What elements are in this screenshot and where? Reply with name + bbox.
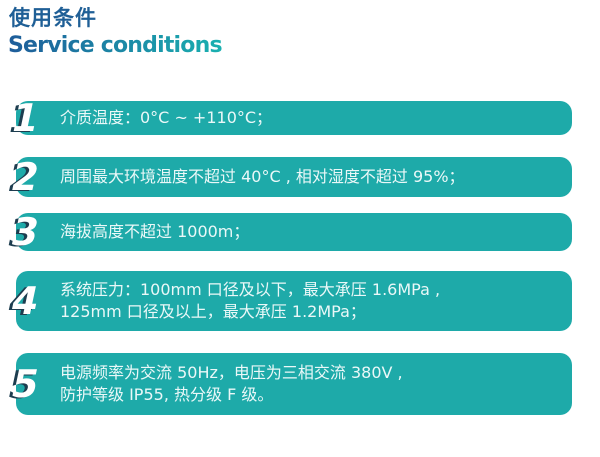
title-cn: 使用条件	[9, 6, 97, 30]
condition-item-1: 1 介质温度：0°C ~ +110°C；	[7, 96, 572, 140]
item-number: 2	[7, 155, 44, 199]
condition-item-5: 5 电源频率为交流 50Hz，电压为三相交流 380V , 防护等级 IP55, …	[7, 353, 572, 415]
item-text-line-1: 电源频率为交流 50Hz，电压为三相交流 380V ,	[60, 363, 403, 382]
item-text: 周围最大环境温度不超过 40°C , 相对湿度不超过 95%；	[60, 167, 465, 186]
item-number: 1	[7, 96, 44, 140]
item-text: 介质温度：0°C ~ +110°C；	[60, 108, 273, 127]
item-text-line-2: 防护等级 IP55, 热分级 F 级。	[60, 385, 274, 404]
title-en: Service conditions	[8, 33, 223, 58]
item-number: 3	[7, 210, 44, 254]
item-number: 5	[7, 362, 44, 406]
item-text-line-1: 系统压力：100mm 口径及以下，最大承压 1.6MPa ,	[60, 280, 441, 299]
item-number: 4	[7, 279, 44, 323]
condition-item-3: 3 海拔高度不超过 1000m；	[7, 210, 572, 254]
item-text: 海拔高度不超过 1000m；	[60, 222, 250, 241]
condition-item-2: 2 周围最大环境温度不超过 40°C , 相对湿度不超过 95%；	[7, 155, 572, 199]
item-text-line-2: 125mm 口径及以上，最大承压 1.2MPa；	[60, 302, 366, 321]
condition-item-4: 4 系统压力：100mm 口径及以下，最大承压 1.6MPa , 125mm 口径…	[7, 271, 572, 331]
